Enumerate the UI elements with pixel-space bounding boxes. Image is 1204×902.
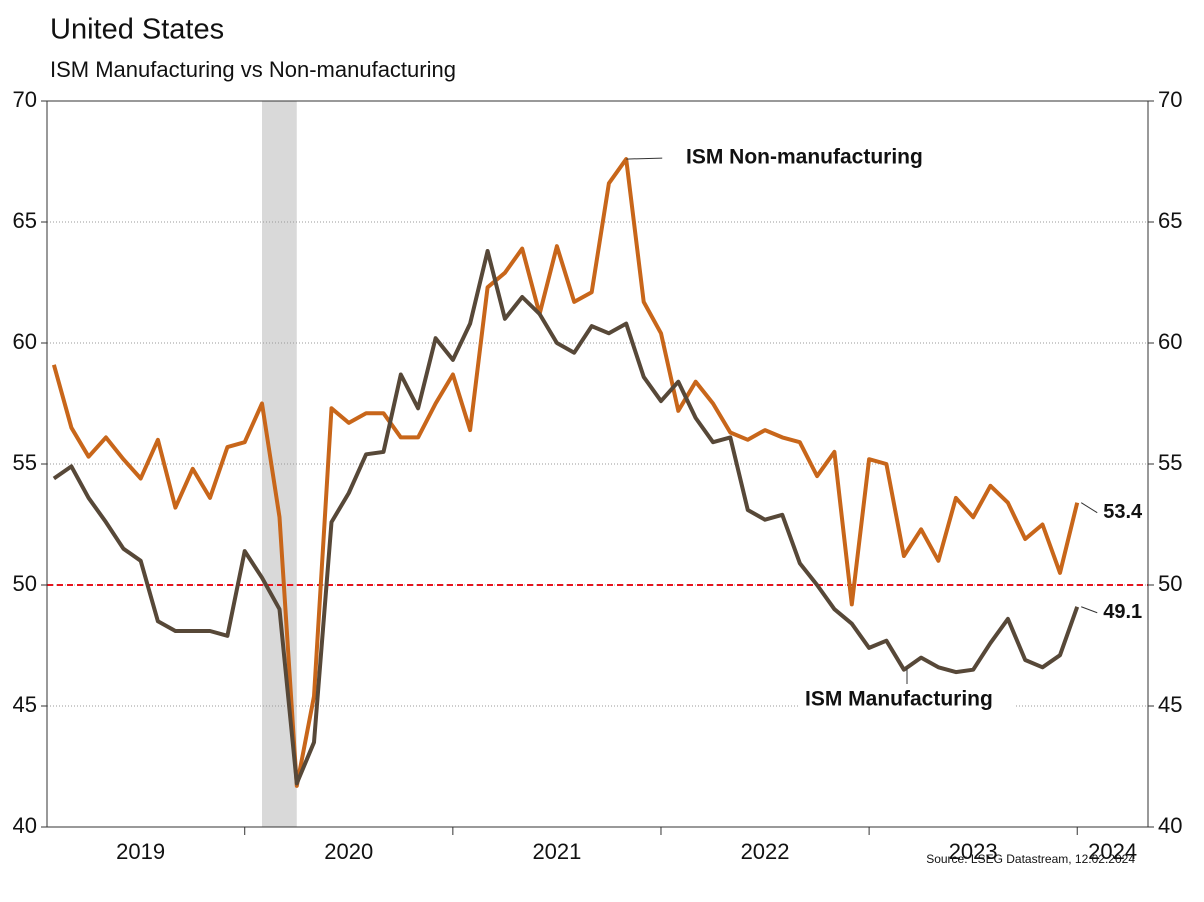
label-bg	[800, 686, 1015, 714]
plot-frame	[46, 100, 1149, 828]
x-tick-label: 2019	[116, 839, 165, 864]
y-tick-label: 55	[13, 450, 37, 475]
y2-tick-label: 60	[1158, 329, 1182, 354]
x-tick-label: 2021	[532, 839, 581, 864]
y2-tick-label: 55	[1158, 450, 1182, 475]
y-tick-label: 65	[13, 208, 37, 233]
end-value-label: 53.4	[1103, 501, 1143, 523]
x-tick-label: 2023	[949, 839, 998, 864]
series-label: ISM Manufacturing	[805, 688, 993, 711]
x-tick-label: 2022	[741, 839, 790, 864]
y2-tick-label: 70	[1158, 87, 1182, 112]
chart-title: United States	[50, 14, 224, 46]
y2-tick-label: 65	[1158, 208, 1182, 233]
y-tick-label: 45	[13, 692, 37, 717]
y-tick-label: 50	[13, 571, 37, 596]
chart-subtitle: ISM Manufacturing vs Non-manufacturing	[50, 57, 456, 82]
y2-tick-label: 40	[1158, 813, 1182, 838]
leader-line	[1080, 502, 1098, 514]
y2-tick-label: 45	[1158, 692, 1182, 717]
series-line	[51, 157, 1080, 788]
source-note: Source: LSEG Datastream, 12.02.2024	[926, 852, 1135, 866]
x-tick-label: 2024	[1088, 839, 1137, 864]
end-value-label: 49.1	[1103, 601, 1142, 623]
series-label: ISM Non-manufacturing	[686, 146, 923, 169]
y2-tick-label: 50	[1158, 571, 1182, 596]
leader-line	[1081, 606, 1098, 614]
series-line	[52, 249, 1080, 786]
y-tick-label: 60	[13, 329, 37, 354]
x-tick-label: 2020	[324, 839, 373, 864]
y-tick-label: 70	[13, 87, 37, 112]
y-tick-label: 40	[13, 813, 37, 838]
leader-line	[626, 157, 663, 160]
